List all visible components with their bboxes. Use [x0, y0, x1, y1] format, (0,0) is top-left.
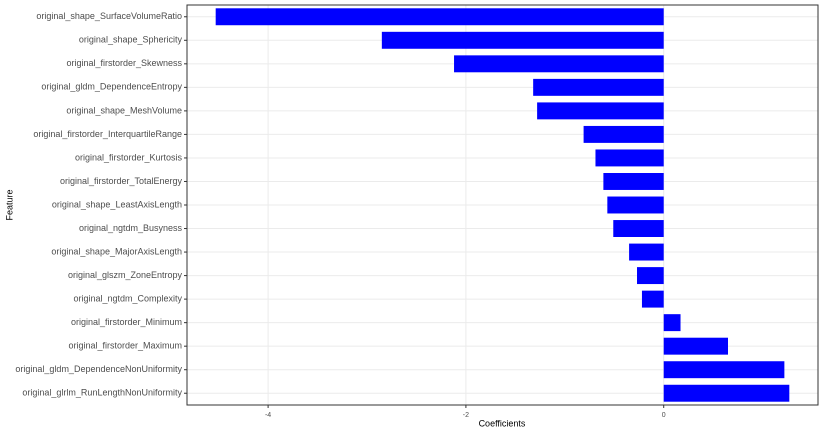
y-tick-label: original_shape_MajorAxisLength: [51, 246, 182, 256]
bar: [533, 78, 664, 96]
y-tick-label: original_ngtdm_Complexity: [73, 293, 182, 303]
y-tick-label: original_firstorder_InterquartileRange: [33, 129, 182, 139]
bar: [663, 384, 790, 402]
y-tick-label: original_ngtdm_Busyness: [79, 223, 183, 233]
y-tick-label: original_shape_LeastAxisLength: [52, 199, 182, 209]
bar: [603, 173, 664, 190]
x-tick-label: -2: [463, 412, 469, 419]
bar: [629, 243, 664, 261]
bar: [537, 102, 664, 120]
y-axis-title: Feature: [4, 189, 14, 220]
bar: [607, 196, 664, 214]
plot-border: [186, 4, 819, 406]
y-tick-label: original_shape_MeshVolume: [66, 105, 182, 115]
y-tick-label: original_firstorder_Skewness: [66, 58, 182, 68]
y-tick-label: original_firstorder_TotalEnergy: [60, 176, 183, 186]
bar: [637, 267, 664, 285]
bar: [583, 125, 664, 143]
y-tick-label: original_firstorder_Maximum: [68, 341, 182, 351]
x-tick-label: 0: [662, 412, 666, 419]
y-tick-label: original_firstorder_Minimum: [71, 317, 182, 327]
bar: [663, 361, 785, 379]
bar: [381, 31, 664, 49]
bar: [454, 55, 664, 73]
bar: [613, 220, 664, 237]
x-tick-label: -4: [265, 412, 271, 419]
y-tick-label: original_gldm_DependenceEntropy: [41, 82, 182, 92]
y-tick-label: original_firstorder_Kurtosis: [75, 152, 183, 162]
y-tick-label: original_gldm_DependenceNonUniformity: [15, 364, 182, 374]
bar: [663, 337, 728, 355]
bar: [595, 149, 664, 167]
bar: [215, 8, 664, 26]
y-tick-label: original_glszm_ZoneEntropy: [68, 270, 183, 280]
x-axis-title: Coefficients: [479, 418, 526, 428]
y-tick-label: original_shape_Sphericity: [79, 35, 183, 45]
y-tick-label: original_glrlm_RunLengthNonUniformity: [22, 388, 182, 398]
bar: [663, 314, 681, 332]
bar: [641, 290, 664, 308]
y-tick-label: original_shape_SurfaceVolumeRatio: [36, 11, 182, 21]
